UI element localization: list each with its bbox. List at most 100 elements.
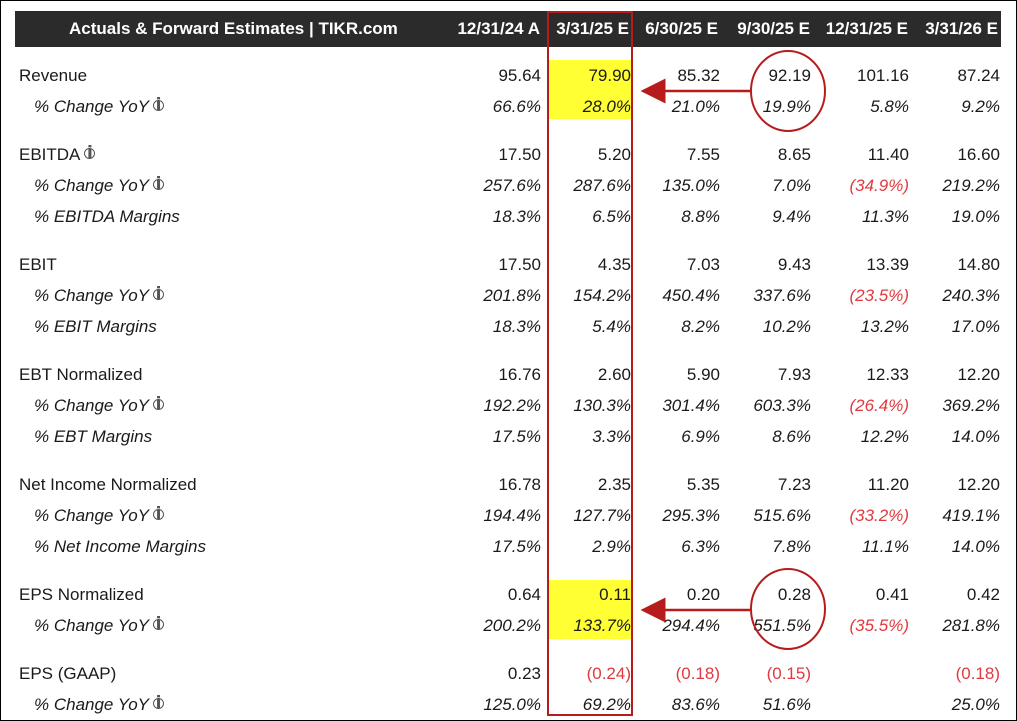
row-label: % EBIT Margins (34, 317, 157, 337)
info-icon[interactable]: i (84, 145, 96, 162)
table-cell: 450.4% (662, 286, 720, 305)
table-cell: 101.16 (857, 66, 909, 85)
table-cell: 7.8% (772, 537, 811, 556)
table-cell: 9.2% (961, 97, 1000, 116)
table-cell: 240.3% (942, 286, 1000, 305)
table-cell: 18.3% (492, 207, 541, 226)
info-icon[interactable]: i (153, 176, 164, 193)
table-cell: 19.0% (951, 207, 1000, 226)
table-cell: 200.2% (483, 616, 541, 635)
info-icon[interactable]: i (153, 506, 164, 523)
info-icon[interactable]: i (153, 695, 164, 712)
table-cell: 8.65 (777, 145, 811, 164)
table-cell: 6.9% (681, 427, 720, 446)
table-cell: 0.23 (507, 664, 541, 683)
row-label-text: % Change YoY (34, 506, 149, 525)
table-cell: 9.43 (777, 255, 811, 274)
row-label-text: % EBT Margins (34, 427, 153, 446)
table-cell: 95.64 (498, 66, 541, 85)
table-cell: 2.60 (597, 365, 631, 384)
table-cell: 14.0% (951, 537, 1000, 556)
highlight-column-box (547, 11, 633, 716)
table-cell: 257.6% (483, 176, 541, 195)
table-cell: 5.90 (686, 365, 720, 384)
row-label: % Change YoY i (34, 176, 164, 196)
column-header[interactable]: 3/31/26 E (925, 19, 998, 38)
column-header[interactable]: 3/31/25 E (556, 19, 629, 38)
table-cell: 0.42 (966, 585, 1000, 604)
row-label-text: Revenue (19, 66, 88, 85)
column-header[interactable]: 6/30/25 E (645, 19, 718, 38)
table-cell: 8.8% (681, 207, 720, 226)
column-header[interactable]: 9/30/25 E (737, 19, 810, 38)
table-row: % Change YoY i 66.6% 28.0% 21.0% 19.9% 5.8% 9.2… (0, 93, 1017, 121)
row-label-text: % EBITDA Margins (34, 207, 180, 226)
table-cell: 13.39 (866, 255, 909, 274)
table-cell: 192.2% (483, 396, 541, 415)
table-cell: 301.4% (662, 396, 720, 415)
table-cell: 3.3% (592, 427, 631, 446)
column-header[interactable]: 12/31/24 A (457, 19, 540, 38)
table-cell: 66.6% (492, 97, 541, 116)
row-label: % EBITDA Margins (34, 207, 180, 227)
table-cell: 130.3% (573, 396, 631, 415)
table-cell: (26.4%) (849, 396, 909, 415)
info-icon[interactable]: i (153, 97, 164, 114)
table-cell: 7.23 (777, 475, 811, 494)
circle-annotation-revenue (750, 50, 826, 132)
table-cell: 11.20 (867, 475, 909, 494)
row-label-text: EBT Normalized (19, 365, 143, 384)
table-cell: (34.9%) (849, 176, 909, 195)
table-cell: 9.4% (772, 207, 811, 226)
table-cell: 6.5% (592, 207, 631, 226)
table-cell: 369.2% (942, 396, 1000, 415)
table-cell: 11.40 (867, 145, 909, 164)
row-label: Revenue (19, 66, 87, 86)
table-cell: 87.24 (957, 66, 1000, 85)
table-cell: 17.50 (498, 145, 541, 164)
column-header[interactable]: 12/31/25 E (825, 19, 908, 38)
table-cell: 603.3% (753, 396, 811, 415)
table-cell: 7.03 (686, 255, 720, 274)
row-label: % Change YoY i (34, 506, 164, 526)
table-cell: (0.18) (675, 664, 720, 683)
table-cell: 295.3% (662, 506, 720, 525)
table-cell: 4.35 (597, 255, 631, 274)
table-row: % EBIT Margins 18.3% 5.4% 8.2% 10.2% 13.2% 17.… (0, 313, 1017, 341)
row-label-text: EPS (GAAP) (19, 664, 117, 683)
row-label: EBITDA i (19, 145, 96, 165)
table-row: EBITDA i 17.50 5.20 7.55 8.65 11.40 16.60 (0, 141, 1017, 169)
table-cell: 419.1% (942, 506, 1000, 525)
table-row: % Net Income Margins 17.5% 2.9% 6.3% 7.8% 11.… (0, 533, 1017, 561)
table-cell: 294.4% (662, 616, 720, 635)
row-label-text: % Change YoY (34, 616, 149, 635)
row-label-text: % Change YoY (34, 97, 149, 116)
info-icon[interactable]: i (153, 286, 164, 303)
info-icon[interactable]: i (153, 396, 164, 413)
info-icon[interactable]: i (153, 616, 164, 633)
table-cell: 551.5% (753, 616, 811, 635)
table-cell: 92.19 (768, 66, 811, 85)
row-label: % Change YoY i (34, 97, 164, 117)
table-cell: 287.6% (573, 176, 631, 195)
table-cell: 281.8% (942, 616, 1000, 635)
row-label-text: EBIT (19, 255, 57, 274)
table-row: % Change YoY i 194.4% 127.7% 295.3% 515.6% (33… (0, 502, 1017, 530)
table-cell: 125.0% (483, 695, 541, 714)
table-row: Net Income Normalized 16.78 2.35 5.35 7.23 11… (0, 471, 1017, 499)
row-label: EBIT (19, 255, 57, 275)
table-cell: 19.9% (762, 97, 811, 116)
table-cell: (33.2%) (849, 506, 909, 525)
table-cell: 12.33 (866, 365, 909, 384)
row-label: Net Income Normalized (19, 475, 197, 495)
row-label-text: % Change YoY (34, 695, 149, 714)
table-cell: 0.11 (599, 585, 631, 604)
table-title: Actuals & Forward Estimates | TIKR.com (69, 19, 398, 38)
table-cell: 16.76 (498, 365, 541, 384)
table-cell: 17.5% (492, 537, 541, 556)
table-cell: 18.3% (492, 317, 541, 336)
table-row: % Change YoY i 200.2% 133.7% 294.4% 551.5% (35… (0, 612, 1017, 640)
table-row: EPS (GAAP) 0.23 (0.24) (0.18) (0.15) (0.18) (0, 660, 1017, 688)
